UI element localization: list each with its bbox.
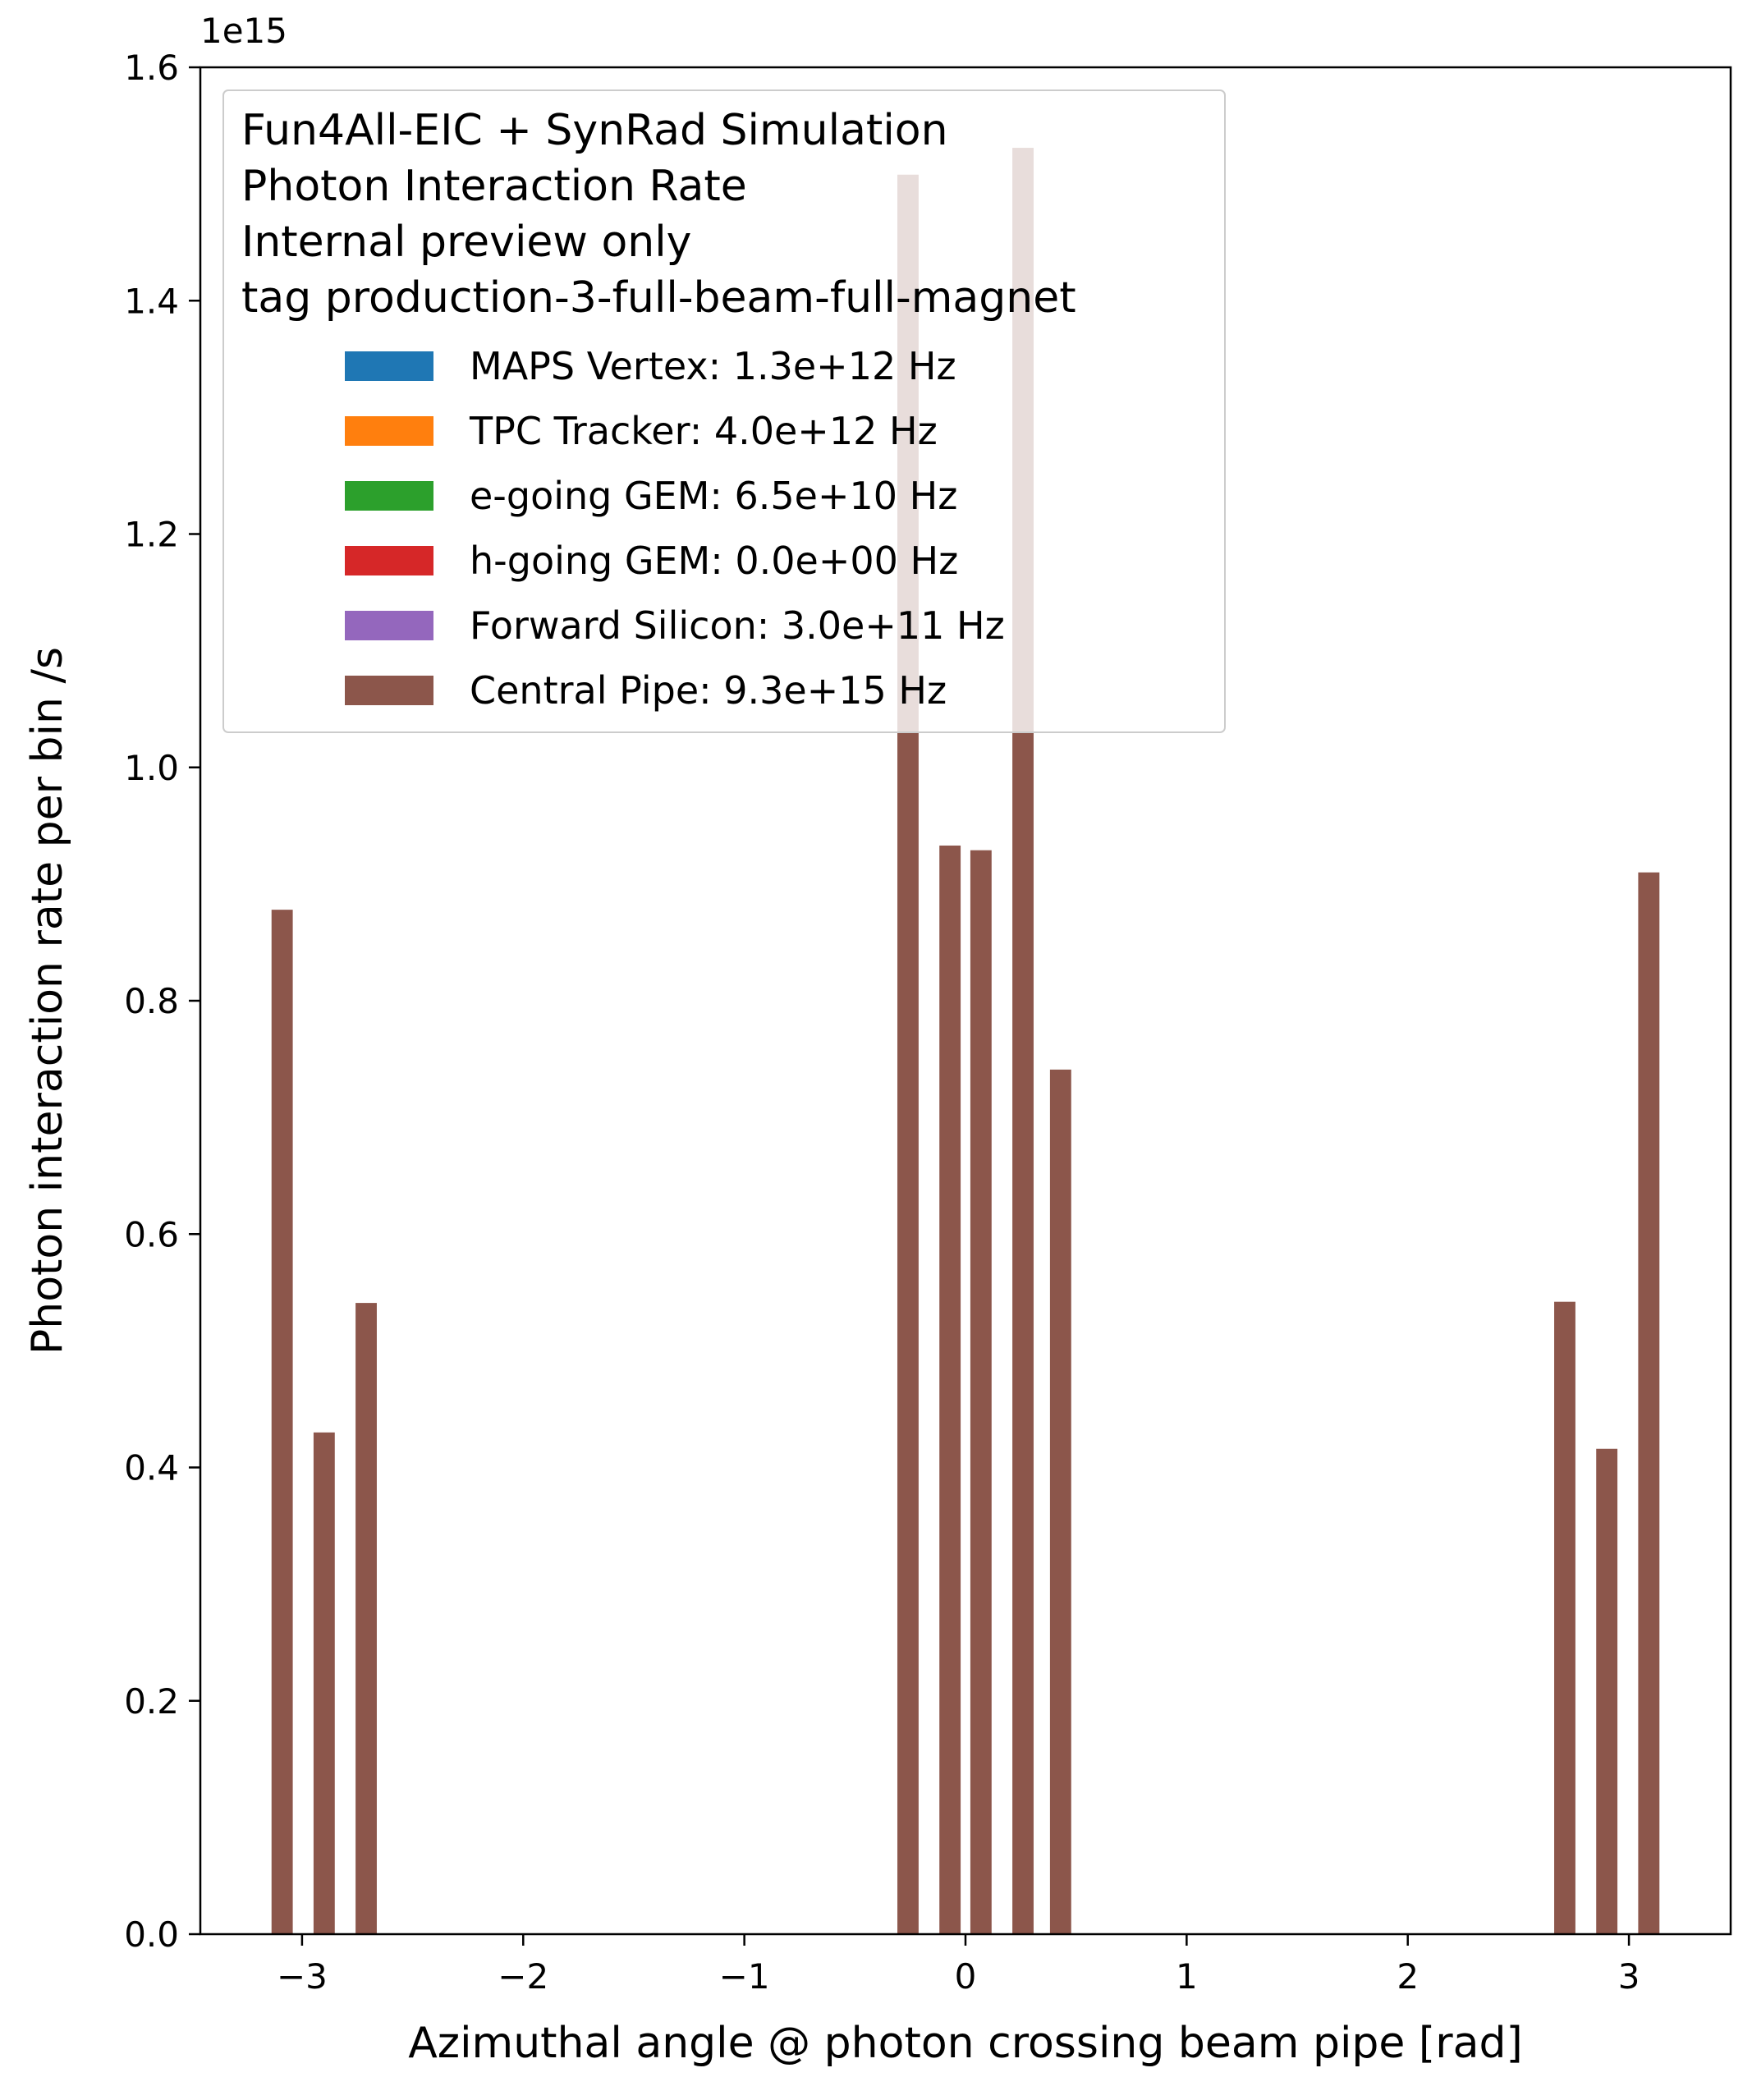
legend-swatch-maps-vertex: [345, 351, 433, 381]
x-tick-label: 0: [955, 1956, 977, 1997]
y-ticks: 0.0 0.2 0.4 0.6 0.8 1.0 1.2 1.4 1.6: [124, 48, 200, 1955]
bar-5-9: [1596, 1448, 1618, 1934]
bar-5-7: [1049, 1069, 1071, 1934]
x-ticks: −3 −2 −1 0 1 2 3: [277, 1934, 1640, 1997]
legend-frame: [222, 89, 1226, 733]
legend-title-line-3: Internal preview only: [241, 218, 691, 267]
legend-entry-central-pipe: Central Pipe: 9.3e+15 Hz: [470, 668, 947, 713]
axes-frame: [199, 66, 1732, 1936]
y-tick-label: 0.4: [124, 1448, 179, 1488]
y-tick-label: 0.0: [124, 1914, 179, 1955]
y-tick-label: 1.4: [124, 281, 179, 321]
x-tick-label: 3: [1618, 1956, 1640, 1997]
y-tick-label: 1.0: [124, 748, 179, 788]
x-tick-label: 1: [1176, 1956, 1198, 1997]
legend-entry-tpc-tracker: TPC Tracker: 4.0e+12 Hz: [469, 409, 938, 453]
bar-5-8: [1554, 1301, 1575, 1934]
legend-swatch-h-going-gem: [345, 546, 433, 575]
legend-title-line-4: tag production-3-full-beam-full-magnet: [241, 273, 1076, 323]
legend-swatch-tpc-tracker: [345, 416, 433, 446]
bar-5-1: [313, 1432, 335, 1934]
x-tick-label: 2: [1397, 1956, 1419, 1997]
bar-5-5: [970, 850, 992, 1934]
legend: Fun4All-EIC + SynRad Simulation Photon I…: [222, 89, 1226, 733]
bar-5-4: [939, 845, 961, 1934]
y-axis-label: Photon interaction rate per bin /s: [23, 647, 72, 1355]
bars-group: [271, 148, 1660, 1935]
legend-entry-maps-vertex: MAPS Vertex: 1.3e+12 Hz: [470, 344, 956, 388]
bar-5-0: [271, 910, 293, 1934]
x-tick-label: −2: [498, 1956, 548, 1997]
legend-entry-h-going-gem: h-going GEM: 0.0e+00 Hz: [470, 539, 958, 583]
x-tick-label: −3: [277, 1956, 328, 1997]
bar-5-2: [355, 1303, 377, 1934]
y-tick-label: 1.6: [124, 48, 179, 88]
legend-swatch-e-going-gem: [345, 481, 433, 511]
y-offset-label: 1e15: [200, 11, 287, 51]
x-axis-label: Azimuthal angle @ photon crossing beam p…: [408, 2019, 1523, 2068]
x-tick-label: −1: [719, 1956, 770, 1997]
y-tick-label: 0.8: [124, 981, 179, 1021]
y-tick-label: 1.2: [124, 515, 179, 555]
legend-swatch-forward-silicon: [345, 611, 433, 640]
legend-title-line-2: Photon Interaction Rate: [241, 162, 747, 211]
legend-entry-forward-silicon: Forward Silicon: 3.0e+11 Hz: [470, 603, 1005, 648]
y-tick-label: 0.2: [124, 1681, 179, 1722]
y-tick-label: 0.6: [124, 1214, 179, 1254]
legend-swatch-central-pipe: [345, 676, 433, 705]
legend-title-line-1: Fun4All-EIC + SynRad Simulation: [241, 106, 948, 155]
legend-entry-e-going-gem: e-going GEM: 6.5e+10 Hz: [470, 474, 957, 518]
bar-5-10: [1638, 872, 1660, 1934]
